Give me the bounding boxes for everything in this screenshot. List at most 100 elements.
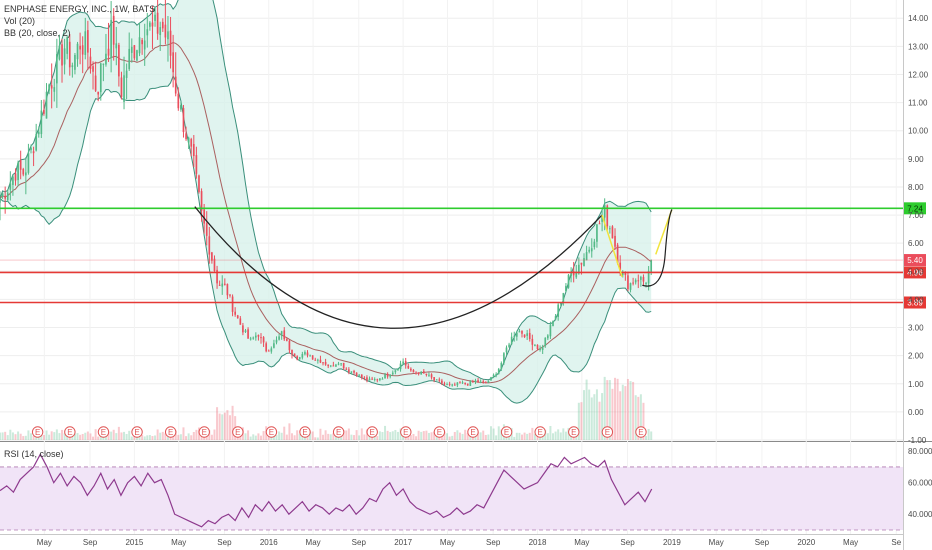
volume-bar: [89, 433, 92, 440]
volume-bar: [30, 433, 33, 440]
cup-pattern-curve: [194, 206, 603, 329]
price-axis-tick-label: 10.00: [908, 127, 929, 136]
earnings-marker-icon: [635, 426, 647, 438]
volume-bar: [394, 429, 397, 440]
candle-body: [572, 271, 575, 276]
candle-body: [216, 269, 218, 284]
candle-body: [487, 380, 490, 383]
candle-body: [345, 368, 348, 370]
candle-body: [337, 363, 340, 365]
last-price-label: 5.40: [907, 256, 923, 265]
volume-bar: [291, 433, 294, 440]
volume-bar: [544, 429, 547, 440]
volume-bar: [249, 436, 252, 440]
candle-body: [107, 48, 110, 56]
volume-bar: [621, 384, 624, 440]
candle-body: [79, 45, 81, 50]
volume-bar: [151, 436, 154, 440]
candle-body: [61, 44, 63, 66]
volume-bar: [391, 431, 394, 440]
candle-body: [348, 369, 350, 373]
candle-body: [40, 110, 43, 135]
candle-body: [335, 364, 337, 367]
volume-bar: [42, 434, 45, 440]
candle-body: [89, 56, 92, 70]
volume-bar: [448, 436, 451, 440]
time-axis-tick-label: May: [306, 538, 321, 547]
candle-body: [407, 365, 410, 369]
volume-bar: [500, 429, 503, 440]
candle-body: [136, 50, 138, 61]
candle-body: [198, 175, 200, 192]
volume-bar: [590, 397, 593, 440]
earnings-marker-icon: [601, 426, 614, 438]
candle-body: [611, 226, 614, 239]
volume-bar: [614, 377, 617, 440]
volume-bar: [427, 432, 430, 440]
candle-body: [99, 63, 102, 93]
candle-body: [528, 332, 531, 340]
candle-body: [280, 331, 283, 336]
candle-body: [115, 43, 118, 49]
volume-bar: [135, 436, 138, 440]
candle-body: [536, 344, 539, 350]
candle-body: [590, 248, 593, 252]
candle-body: [490, 377, 492, 381]
candle-body: [647, 270, 650, 284]
volume-bar: [425, 430, 428, 440]
support-price-label: 3.89: [907, 299, 923, 308]
volume-bar: [523, 432, 526, 440]
candle-body: [244, 330, 247, 332]
volume-bar: [112, 429, 115, 440]
volume-bar: [50, 431, 53, 440]
volume-bar: [210, 434, 213, 440]
volume-bar: [518, 432, 521, 440]
volume-bar: [262, 431, 265, 440]
price-axis-tick-label: 6.00: [908, 239, 924, 248]
volume-bar: [84, 432, 87, 440]
handle-curve: [642, 209, 673, 287]
candle-body: [645, 282, 647, 284]
candle-body: [477, 380, 479, 383]
candle-body: [371, 378, 373, 380]
volume-bar: [123, 431, 126, 440]
price-axis-tick-label: 5.00: [908, 267, 924, 276]
candle-body: [627, 275, 629, 290]
candle-body: [239, 318, 242, 325]
candle-body: [391, 372, 394, 375]
candle-body: [311, 355, 314, 360]
earnings-marker-letter: E: [134, 428, 139, 437]
candle-body: [513, 335, 516, 337]
candle-body: [417, 372, 420, 375]
candle-body: [616, 244, 619, 264]
earnings-marker-letter: E: [437, 428, 442, 437]
candle-body: [291, 349, 293, 355]
volume-bar: [280, 432, 283, 440]
volume-bar: [314, 437, 317, 440]
candle-body: [379, 378, 381, 381]
candle-body: [317, 359, 319, 361]
volume-bar: [515, 432, 518, 440]
price-axis-tick-label: 11.00: [908, 99, 928, 108]
volume-bar: [373, 434, 376, 440]
candle-body: [283, 330, 286, 340]
volume-bar: [94, 429, 97, 440]
volume-bar: [634, 395, 637, 440]
candle-body: [17, 162, 19, 181]
volume-bar: [554, 431, 557, 440]
candle-body: [515, 332, 518, 337]
candle-body: [252, 337, 255, 339]
earnings-marker-letter: E: [35, 428, 40, 437]
volume-bar: [381, 432, 384, 440]
candle-body: [141, 39, 143, 45]
candle-body: [22, 168, 25, 175]
earnings-marker-icon: [198, 426, 210, 438]
candle-body: [53, 87, 56, 92]
time-axis-tick-label: May: [440, 538, 455, 547]
candle-body: [92, 66, 94, 72]
candle-body: [143, 40, 146, 50]
volume-bar: [130, 436, 133, 440]
volume-bar: [216, 407, 219, 440]
